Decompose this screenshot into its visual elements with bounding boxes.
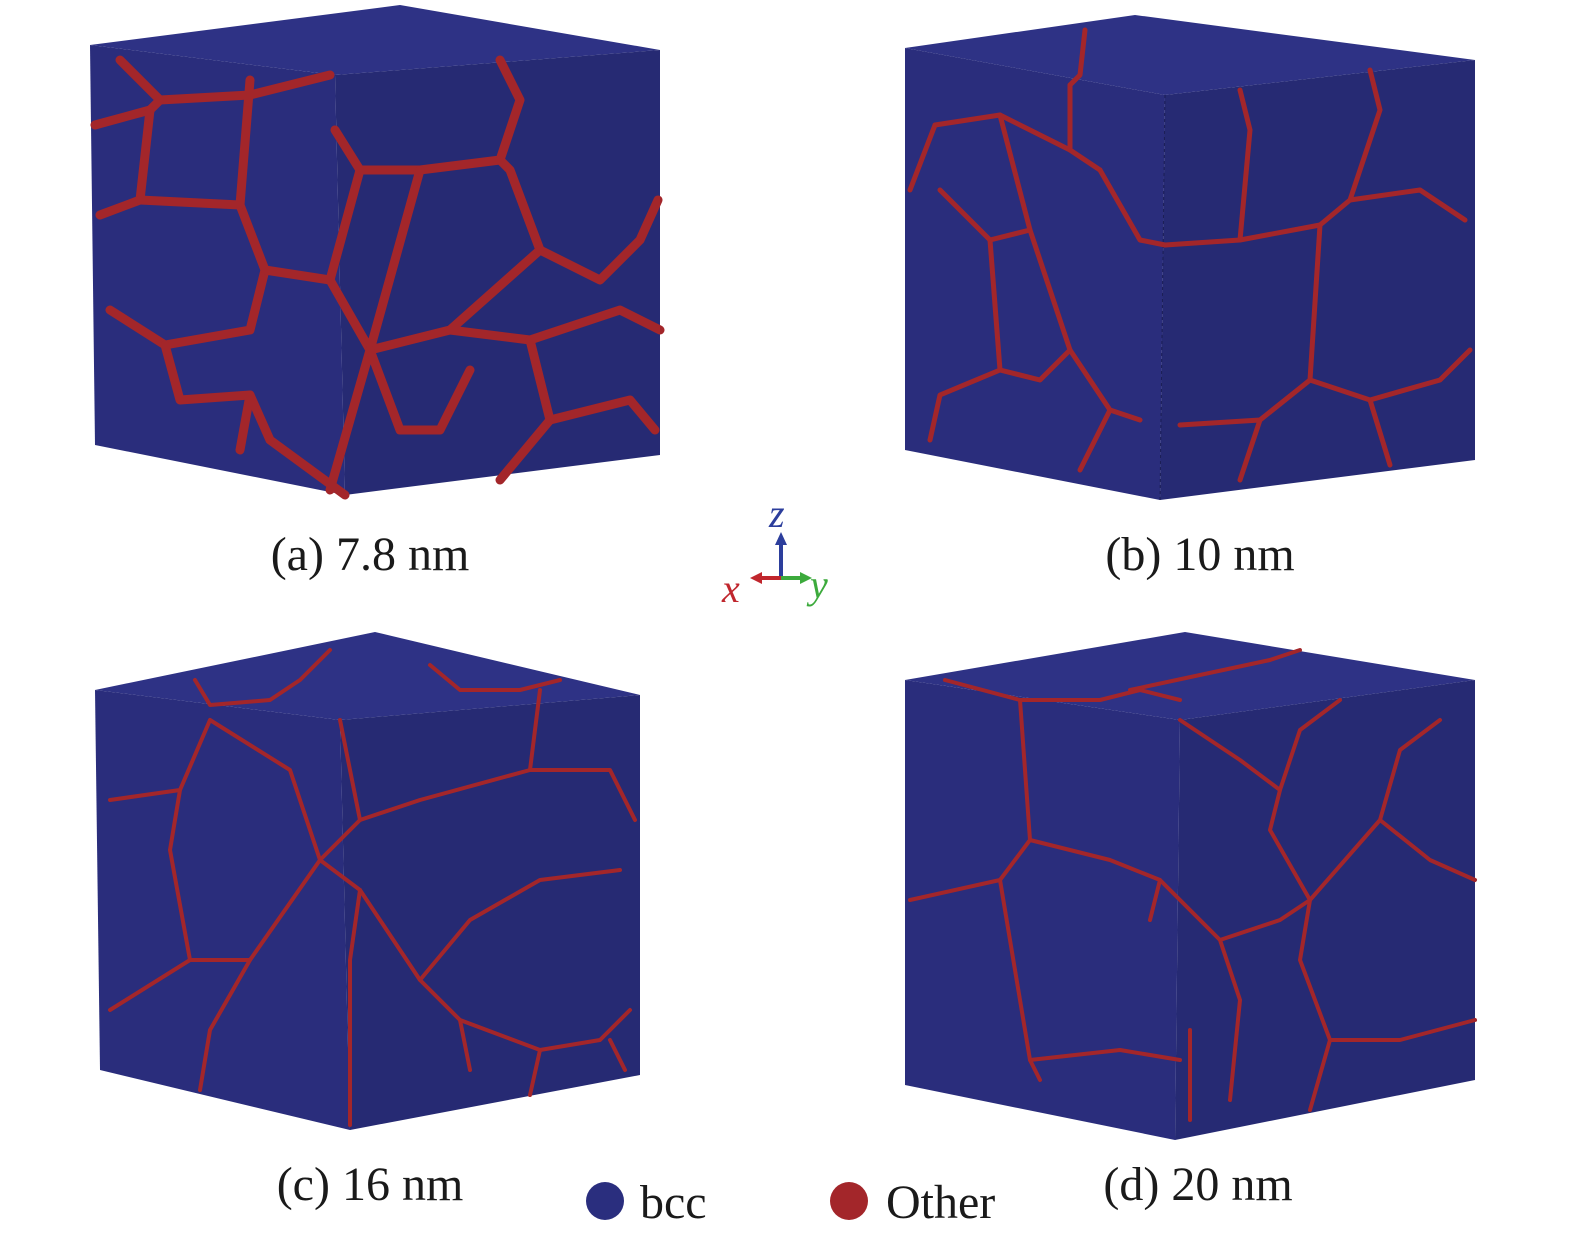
panel-caption: (c) 16 nm — [277, 1158, 464, 1211]
legend-label: bcc — [640, 1176, 707, 1229]
cube-top — [95, 632, 640, 720]
y-label: y — [806, 562, 828, 607]
grain-boundaries — [108, 648, 637, 1127]
cube-left-face — [905, 48, 1165, 500]
grain-boundaries — [90, 55, 665, 500]
panel-caption: (b) 10 nm — [1105, 528, 1294, 581]
cube-right-face — [335, 50, 660, 495]
legend-marker — [586, 1182, 624, 1220]
cube-d — [905, 632, 1477, 1140]
legend-label: Other — [886, 1176, 995, 1229]
x-arrowhead — [750, 572, 762, 584]
cube-c — [95, 632, 640, 1130]
cube-right-face — [340, 695, 640, 1130]
axis-triad: z x y — [721, 491, 828, 611]
z-arrowhead — [775, 532, 787, 545]
panel-caption: (a) 7.8 nm — [271, 528, 470, 581]
grain-boundaries — [908, 648, 1477, 1122]
cube-a — [90, 5, 665, 500]
cube-b — [905, 15, 1475, 501]
cube-left-face — [90, 45, 345, 495]
x-label: x — [721, 566, 740, 611]
cube-edge — [1159, 94, 1166, 501]
grain-boundaries — [907, 27, 1473, 483]
cube-left-face — [905, 680, 1180, 1140]
y-arrowhead — [800, 572, 812, 584]
legend-marker — [830, 1182, 868, 1220]
cube-top — [905, 15, 1475, 95]
panel-caption: (d) 20 nm — [1103, 1158, 1292, 1211]
z-label: z — [768, 491, 785, 536]
legend: bcc Other — [586, 1176, 995, 1229]
cube-right-face — [1175, 680, 1475, 1140]
cube-left-face — [95, 690, 350, 1130]
cube-top — [90, 5, 660, 75]
